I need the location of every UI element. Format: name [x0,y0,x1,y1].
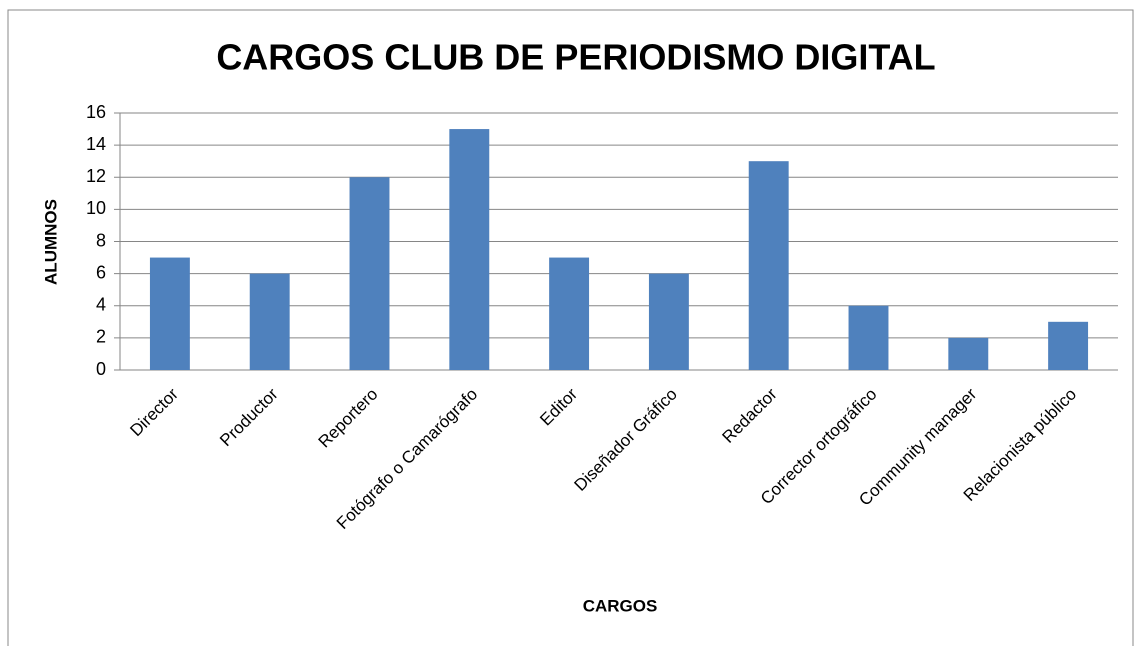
chart-title: CARGOS CLUB DE PERIODISMO DIGITAL [216,37,935,78]
bar [748,161,789,370]
bar [1048,321,1089,370]
bar [848,305,889,370]
y-tick-label: 2 [96,327,106,347]
x-axis-label: CARGOS [583,596,658,615]
bar [249,273,290,370]
bar [948,337,989,370]
y-tick-label: 14 [86,134,106,154]
bar [349,177,390,370]
bar [549,257,590,370]
bar [149,257,190,370]
bar [648,273,689,370]
y-tick-label: 0 [96,359,106,379]
y-tick-label: 16 [86,102,106,122]
y-tick-label: 12 [86,166,106,186]
bar [449,129,490,370]
y-axis-label: ALUMNOS [41,199,60,285]
y-tick-label: 4 [96,295,106,315]
y-tick-label: 8 [96,230,106,250]
y-tick-label: 6 [96,262,106,282]
y-tick-label: 10 [86,198,106,218]
